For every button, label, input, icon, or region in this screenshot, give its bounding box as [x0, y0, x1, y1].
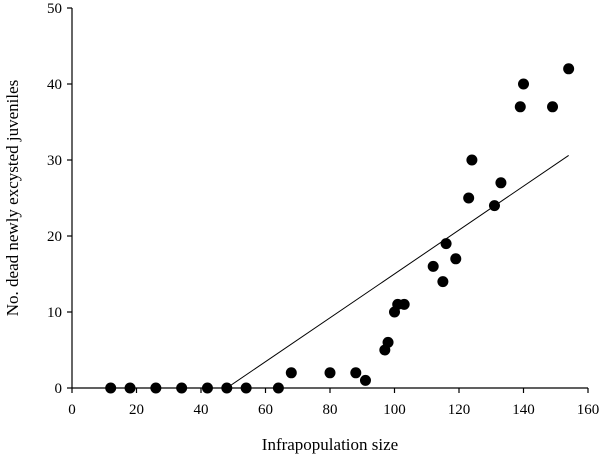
x-tick-label: 60	[258, 402, 273, 418]
data-points	[105, 63, 575, 394]
data-point	[466, 154, 478, 166]
y-tick-label: 30	[47, 153, 62, 169]
y-axis-ticks: 0 10 20 30 40 50	[47, 1, 72, 397]
data-point	[463, 192, 475, 204]
data-point	[350, 367, 362, 379]
x-tick-label: 0	[68, 402, 76, 418]
data-point	[124, 382, 136, 394]
data-point	[437, 276, 449, 288]
data-point	[359, 374, 371, 386]
data-point	[285, 367, 297, 379]
data-point	[201, 382, 213, 394]
y-tick-label: 0	[55, 381, 63, 397]
data-point	[240, 382, 252, 394]
x-tick-label: 140	[512, 402, 535, 418]
y-axis-title: No. dead newly excysted juveniles	[3, 80, 22, 317]
x-tick-label: 100	[383, 402, 406, 418]
x-tick-label: 40	[194, 402, 209, 418]
y-tick-label: 20	[47, 229, 62, 245]
x-tick-label: 20	[129, 402, 144, 418]
x-tick-label: 160	[577, 402, 600, 418]
y-tick-label: 40	[47, 77, 62, 93]
data-point	[495, 177, 507, 189]
data-point	[488, 200, 500, 212]
data-point	[440, 238, 452, 250]
data-point	[514, 101, 526, 113]
x-tick-label: 120	[448, 402, 471, 418]
x-tick-label: 80	[323, 402, 338, 418]
y-tick-label: 50	[47, 1, 62, 17]
y-tick-label: 10	[47, 305, 62, 321]
data-point	[221, 382, 233, 394]
trend-line	[226, 155, 569, 389]
data-point	[547, 101, 559, 113]
data-point	[150, 382, 162, 394]
data-point	[563, 63, 575, 75]
data-point	[324, 367, 336, 379]
data-point	[518, 78, 529, 90]
x-axis-title: Infrapopulation size	[262, 435, 398, 454]
data-point	[382, 336, 394, 348]
x-axis-ticks: 0 20 40 60 80 100 120 140 160	[68, 388, 599, 418]
data-point	[272, 382, 284, 394]
data-point	[427, 260, 439, 272]
data-point	[105, 382, 117, 394]
data-point	[450, 253, 462, 265]
data-point	[398, 298, 410, 310]
data-point	[176, 382, 188, 394]
